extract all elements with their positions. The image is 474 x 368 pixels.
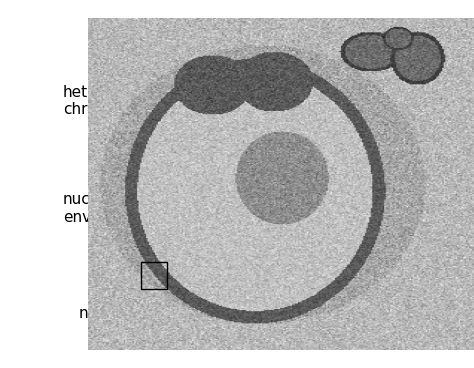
Text: ER: ER [378, 144, 421, 170]
Text: euchromatin: euchromatin [165, 245, 262, 321]
Text: nuclear
envelope: nuclear envelope [63, 192, 170, 225]
Text: nucleolus: nucleolus [283, 209, 455, 250]
Text: hetero-
chromatin: hetero- chromatin [63, 85, 182, 134]
Bar [141, 262, 167, 289]
Text: nuclear pore: nuclear pore [79, 264, 180, 321]
